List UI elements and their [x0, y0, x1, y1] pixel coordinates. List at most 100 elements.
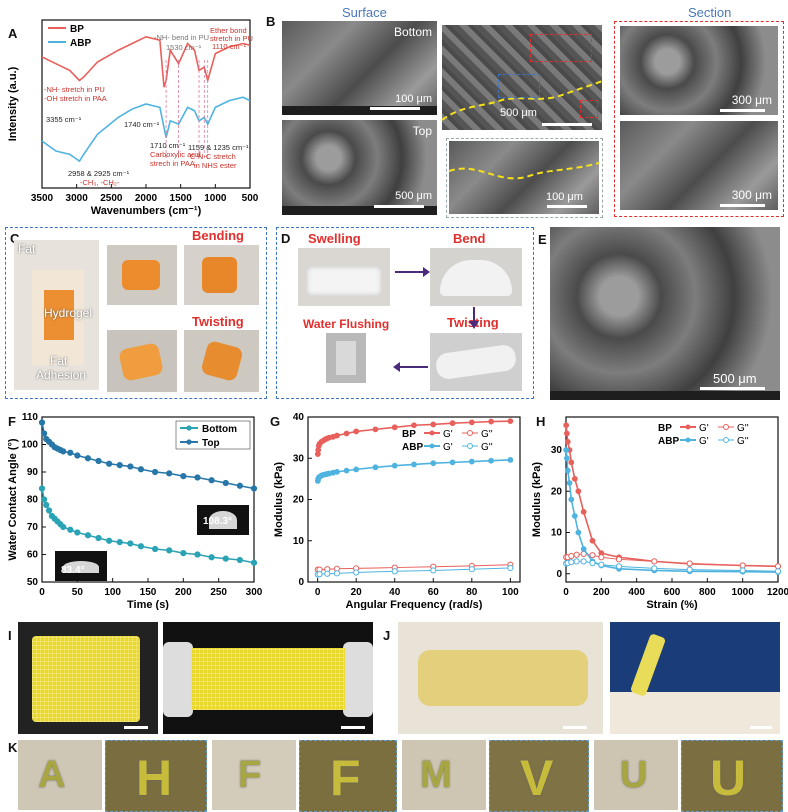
data-point: [507, 457, 514, 463]
stretched-lattice-photo: [163, 622, 373, 734]
data-point: [151, 545, 159, 553]
legend-gp: G': [443, 429, 453, 440]
y-tick-label: 30: [551, 445, 563, 456]
scale-label-500-e: 500 μm: [713, 371, 757, 386]
data-point: [580, 546, 587, 552]
data-point: [686, 560, 693, 567]
data-point: [84, 532, 92, 539]
sem-top-image: Top 500 μm: [282, 120, 437, 215]
sem-interface-image: 100 μm: [449, 141, 599, 214]
y-tick-label: 10: [293, 536, 305, 547]
data-point: [127, 463, 134, 470]
letter-a-photo: A: [18, 740, 102, 810]
strain-sweep-chart: 0 200 400 600 800 1000 1200 0 10 20 30 Strain (%) Mo…: [531, 416, 788, 610]
legend-gp: G': [443, 442, 453, 453]
sem-bottom-image: Bottom 100 μm: [282, 21, 437, 115]
data-point: [372, 464, 379, 471]
data-point: [324, 570, 331, 577]
twisting-label-c: Twisting: [192, 314, 244, 329]
legend-group-label: ABP: [402, 442, 423, 453]
x-tick-label: 0: [315, 587, 321, 598]
angle-top-label: 108.3°: [203, 516, 233, 527]
data-point: [60, 523, 67, 531]
sem-section-image: 500 μm: [442, 25, 602, 130]
arrow-left-icon: [393, 362, 428, 372]
zoom-box-lower: [580, 100, 598, 118]
data-point: [575, 529, 582, 536]
data-point: [430, 421, 437, 428]
data-point: [180, 550, 187, 557]
x-axis-label: Angular Frequency (rad/s): [346, 599, 483, 610]
data-point: [116, 539, 123, 546]
bend-label: Bend: [453, 231, 486, 246]
y-tick-label: 80: [27, 495, 39, 506]
series-line: [565, 449, 779, 573]
x-tick-label: 0: [563, 587, 569, 598]
data-point: [95, 457, 102, 465]
y-tick-label: 20: [551, 486, 563, 497]
legend-marker: [467, 430, 473, 436]
water-flushing-photo: [326, 333, 366, 383]
scale-bar: [370, 107, 420, 110]
data-point: [236, 482, 243, 489]
zoom-letter-h: H: [136, 750, 173, 806]
x-tick-label: 3500: [31, 193, 54, 204]
legend-group-label: ABP: [658, 436, 679, 447]
data-point: [74, 529, 81, 536]
hydrogel-patch: [44, 290, 74, 340]
letter-u-zoom: U: [681, 740, 783, 812]
data-point: [568, 496, 575, 503]
ann-ch-groups: -CH₃, -CH₂-: [80, 178, 120, 187]
water-flushing-label: Water Flushing: [303, 317, 390, 331]
data-point: [334, 432, 340, 439]
data-point: [598, 561, 605, 568]
data-point: [488, 457, 494, 464]
x-tick-label: 200: [175, 587, 192, 598]
data-point: [563, 447, 570, 453]
bending-photo-2: [184, 245, 259, 305]
ann-cnc-1: C-N-C stretch: [190, 152, 236, 161]
y-axis-label: Modulus (kPa): [273, 462, 285, 538]
x-tick-label: 2000: [135, 193, 158, 204]
legend-label-bottom: Bottom: [202, 424, 237, 435]
letter-m-zoom: V: [489, 740, 589, 812]
data-point: [391, 462, 398, 469]
data-point: [430, 567, 437, 574]
letter-m: M: [420, 754, 452, 796]
data-point: [449, 459, 456, 466]
y-tick-label: 30: [293, 453, 305, 464]
data-point: [41, 496, 48, 503]
stretched-lattice: [191, 648, 345, 710]
data-point: [568, 459, 575, 466]
letter-f-zoom: F: [299, 740, 397, 812]
data-point: [38, 419, 46, 426]
interface-line: [442, 80, 602, 121]
y-tick-label: 110: [22, 412, 39, 423]
ann-ether-2: stretch in PU: [210, 34, 253, 43]
data-point: [739, 567, 746, 574]
data-point: [194, 551, 201, 558]
x-tick-label: 100: [502, 587, 519, 598]
x-tick-label: 40: [389, 587, 401, 598]
x-tick-label: 60: [428, 587, 440, 598]
ann-1740: 1740 cm⁻¹: [124, 120, 160, 129]
y-tick-label: 100: [21, 440, 38, 451]
x-tick-label: 150: [140, 587, 157, 598]
letter-a: A: [38, 754, 66, 796]
ann-3355: 3355 cm⁻¹: [46, 115, 82, 124]
x-tick-label: 3000: [66, 193, 89, 204]
letter-a-zoom: H: [105, 740, 207, 812]
panel-label-a: A: [8, 26, 18, 41]
x-tick-label: 1200: [767, 587, 788, 598]
ann-nh-bend: -NH- bend in PU: [154, 33, 209, 42]
x-tick-label: 500: [242, 193, 259, 204]
arrow-right-icon: [395, 267, 430, 277]
x-tick-label: 800: [699, 587, 716, 598]
interface-line: [449, 162, 599, 180]
panel-label-e: E: [538, 232, 547, 247]
data-point: [564, 467, 571, 474]
panel-label-b: B: [266, 14, 276, 29]
data-point: [774, 568, 782, 575]
data-point: [575, 488, 582, 495]
